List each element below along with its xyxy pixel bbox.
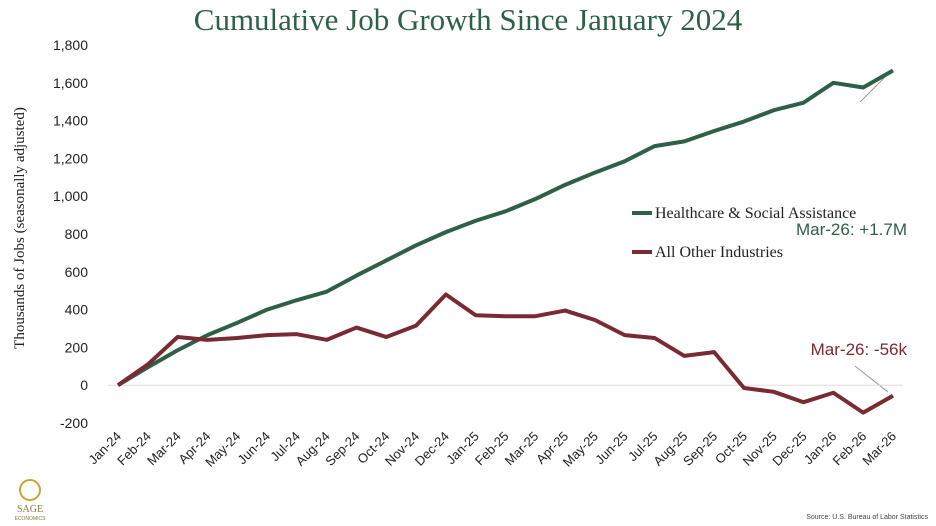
y-tick-label: 200 xyxy=(65,339,89,355)
series-line xyxy=(116,292,894,415)
x-tick-label: Jun-25 xyxy=(592,429,631,468)
x-tick-label: Mar-26 xyxy=(859,429,899,469)
x-tick-label: Mar-24 xyxy=(144,429,184,469)
logo-tagline: ECONOMICS xyxy=(15,516,47,522)
y-tick-label: 1,200 xyxy=(53,150,88,166)
y-tick-label: 1,400 xyxy=(53,113,88,129)
legend-label: Healthcare & Social Assistance xyxy=(655,205,856,222)
logo-name: SAGE xyxy=(17,504,43,515)
annotation: Mar-26: -56k xyxy=(811,340,908,359)
y-tick-label: 600 xyxy=(65,264,89,280)
logo-icon xyxy=(19,479,41,501)
annotation-leader xyxy=(854,365,889,393)
y-tick-label: 1,600 xyxy=(53,75,88,91)
annotation: Mar-26: +1.7M xyxy=(796,220,907,239)
chart-title: Cumulative Job Growth Since January 2024 xyxy=(194,2,743,37)
x-tick-label: Sep-25 xyxy=(680,429,720,469)
legend-label: All Other Industries xyxy=(655,244,783,261)
x-tick-label: Dec-25 xyxy=(769,429,809,469)
y-axis-label: Thousands of Jobs (seasonally adjusted) xyxy=(12,107,28,349)
y-tick-label: 0 xyxy=(80,377,88,393)
y-tick-label: -200 xyxy=(60,415,88,431)
x-tick-label: Mar-25 xyxy=(502,429,542,469)
y-tick-label: 400 xyxy=(65,302,89,318)
annotation-leader xyxy=(859,73,889,103)
y-tick-label: 800 xyxy=(65,226,89,242)
x-tick-label: Dec-24 xyxy=(412,429,452,469)
y-tick-label: 1,800 xyxy=(53,37,88,53)
x-tick-label: Sep-24 xyxy=(322,429,362,469)
source: Source: U.S. Bureau of Labor Statistics xyxy=(806,514,928,521)
series-line xyxy=(116,68,894,387)
x-tick-label: Jun-24 xyxy=(234,429,273,468)
y-tick-label: 1,000 xyxy=(53,188,88,204)
